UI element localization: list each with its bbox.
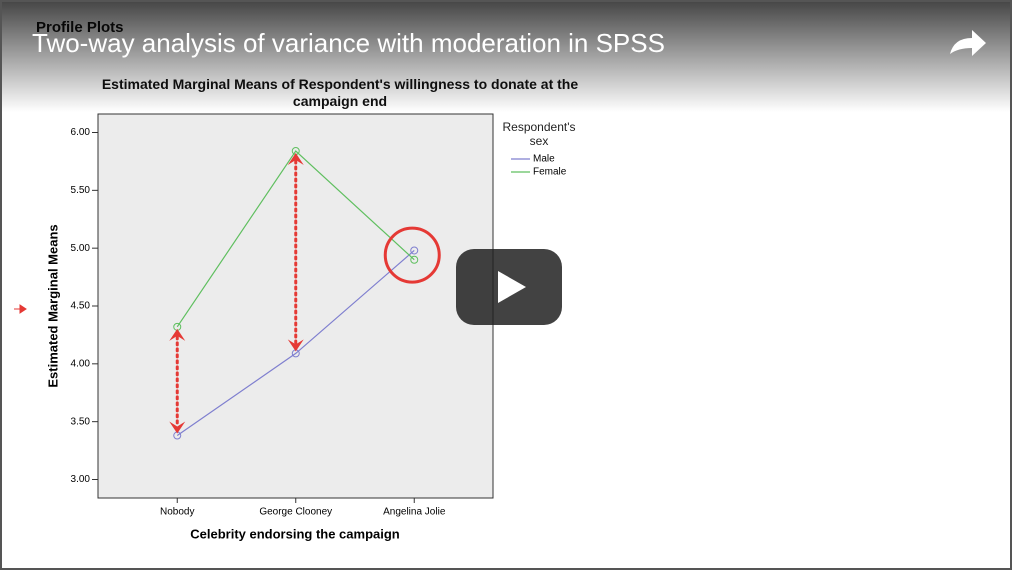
arrow-head: [169, 421, 186, 434]
video-title[interactable]: Two-way analysis of variance with modera…: [32, 28, 665, 58]
legend-label: Female: [533, 167, 567, 178]
pointer-arrow: [14, 304, 27, 314]
y-tick-label: 4.00: [71, 358, 91, 369]
play-button[interactable]: [456, 249, 562, 325]
y-axis-label: Estimated Marginal Means: [45, 224, 60, 387]
point-marker: [410, 246, 419, 255]
x-tick-label: George Clooney: [259, 507, 332, 518]
series-line: [176, 250, 415, 437]
y-tick-label: 4.50: [71, 301, 91, 312]
x-tick-label: Nobody: [160, 507, 194, 518]
title-shade: [2, 2, 1010, 112]
legend-label: Male: [533, 154, 555, 165]
y-tick-label: 3.50: [71, 416, 91, 427]
arrow-head: [287, 153, 304, 166]
series-line: [176, 150, 415, 328]
legend-title: Respondent's sex: [502, 120, 576, 148]
x-tick-label: Angelina Jolie: [383, 507, 446, 518]
y-tick-label: 6.00: [71, 127, 91, 138]
y-tick-label: 5.50: [71, 185, 91, 196]
y-tick-label: 3.00: [71, 474, 91, 485]
point-marker: [410, 255, 419, 264]
annotation-circle: [383, 226, 441, 284]
arrow-head: [287, 339, 304, 352]
x-axis-label: Celebrity endorsing the campaign: [190, 526, 400, 541]
play-icon: [498, 271, 526, 303]
arrow-head: [169, 328, 186, 341]
y-tick-label: 5.00: [71, 243, 91, 254]
